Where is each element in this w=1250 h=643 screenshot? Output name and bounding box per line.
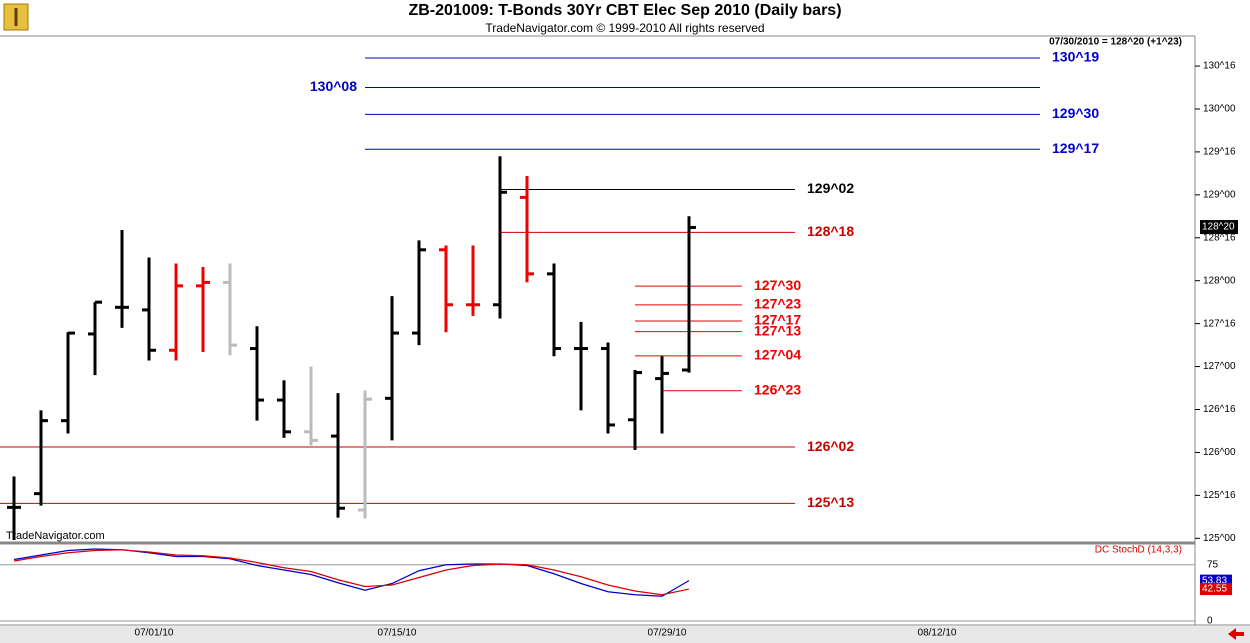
- y-tick-label: 130^00: [1203, 104, 1236, 115]
- y-tick-label: 128^00: [1203, 275, 1236, 286]
- level-label: 127^23: [754, 296, 801, 312]
- y-tick-label: 125^00: [1203, 533, 1236, 544]
- last-price-box: [1200, 220, 1238, 235]
- level-label: 127^30: [754, 277, 801, 293]
- x-tick-label: 07/15/10: [378, 628, 417, 639]
- x-tick-label: 08/12/10: [918, 628, 957, 639]
- y-tick-label: 127^00: [1203, 361, 1236, 372]
- y-tick-label: 129^16: [1203, 147, 1236, 158]
- x-tick-label: 07/01/10: [135, 628, 174, 639]
- y-tick-label: 127^16: [1203, 318, 1236, 329]
- chart-subtitle: TradeNavigator.com © 1999-2010 All right…: [485, 21, 764, 35]
- info: 07/30/2010 = 128^20 (+1^23): [1049, 37, 1182, 48]
- y-tick-label: 128^16: [1203, 232, 1236, 243]
- level-label: 130^19: [1052, 49, 1099, 65]
- y-tick-label: 125^16: [1203, 490, 1236, 501]
- level-label: 129^02: [807, 180, 854, 196]
- level-label: 127^13: [754, 322, 801, 338]
- y-tick-label: 130^16: [1203, 61, 1236, 72]
- level-label: 127^17: [754, 312, 801, 328]
- level-label: 130^08: [310, 78, 357, 94]
- stoch-line: [13, 549, 690, 596]
- level-label: 128^18: [807, 223, 854, 239]
- level-label: 127^04: [754, 347, 801, 363]
- y-tick-label: 0: [1207, 616, 1213, 627]
- x-axis-band: [0, 626, 1250, 643]
- watermark: TradeNavigator.com: [6, 530, 105, 542]
- level-label: 126^23: [754, 381, 801, 397]
- y-tick-label: 126^16: [1203, 404, 1236, 415]
- level-label: 126^02: [807, 438, 854, 454]
- last-price-label: 128^20: [1202, 222, 1235, 233]
- last-value-label: 42.55: [1202, 584, 1227, 595]
- last-value-label: 53.83: [1202, 575, 1227, 586]
- logo: [3, 3, 29, 31]
- x-tick-label: 07/29/10: [648, 628, 687, 639]
- level-label: 129^30: [1052, 105, 1099, 121]
- level-label: 125^13: [807, 494, 854, 510]
- indicator-title: DC StochD (14,3,3): [1095, 545, 1182, 556]
- y-tick-label: 75: [1207, 559, 1219, 570]
- chart-title: ZB-201009: T-Bonds 30Yr CBT Elec Sep 201…: [408, 2, 841, 19]
- scroll-arrow[interactable]: [1228, 628, 1244, 640]
- y-tick-label: 126^00: [1203, 447, 1236, 458]
- level-label: 129^17: [1052, 140, 1099, 156]
- y-tick-label: 129^00: [1203, 189, 1236, 200]
- last-value-box: [1200, 583, 1232, 596]
